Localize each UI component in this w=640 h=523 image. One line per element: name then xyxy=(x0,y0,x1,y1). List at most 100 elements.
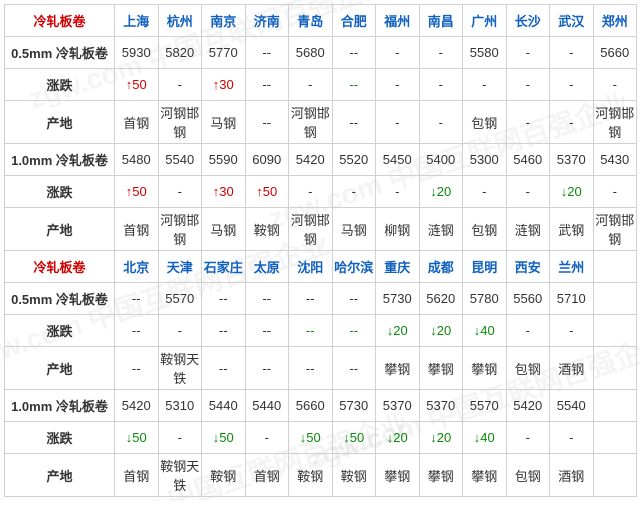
value-cell: 5540 xyxy=(158,144,202,176)
value-cell: -- xyxy=(245,101,289,144)
change-cell: ↓20 xyxy=(550,176,594,208)
value-cell: 5560 xyxy=(506,283,550,315)
city-header: 哈尔滨 xyxy=(332,251,376,283)
change-cell: - xyxy=(158,69,202,101)
value-cell: 鞍钢 xyxy=(202,454,246,497)
row-label: 产地 xyxy=(5,454,115,497)
value-cell: 鞍钢 xyxy=(332,454,376,497)
change-cell: - xyxy=(463,176,507,208)
change-cell: ↑30 xyxy=(202,69,246,101)
change-cell: - xyxy=(506,69,550,101)
change-cell xyxy=(593,315,637,347)
value-cell: 攀钢 xyxy=(419,347,463,390)
value-cell: 5780 xyxy=(463,283,507,315)
value-cell: 5400 xyxy=(419,144,463,176)
change-cell: ↑50 xyxy=(245,176,289,208)
value-cell: 鞍钢天铁 xyxy=(158,347,202,390)
value-cell: 马钢 xyxy=(332,208,376,251)
value-cell: 5660 xyxy=(593,37,637,69)
city-header: 合肥 xyxy=(332,5,376,37)
city-header: 青岛 xyxy=(289,5,333,37)
change-cell: -- xyxy=(289,315,333,347)
value-cell: 5420 xyxy=(506,390,550,422)
value-cell: 包钢 xyxy=(506,454,550,497)
value-cell: 5370 xyxy=(550,144,594,176)
value-cell: -- xyxy=(202,283,246,315)
row-label: 产地 xyxy=(5,101,115,144)
value-cell: 5370 xyxy=(419,390,463,422)
change-cell: ↓20 xyxy=(419,422,463,454)
city-header: 昆明 xyxy=(463,251,507,283)
value-cell: -- xyxy=(289,283,333,315)
change-cell: -- xyxy=(245,69,289,101)
change-cell: ↓20 xyxy=(376,315,420,347)
change-cell: ↑50 xyxy=(115,69,159,101)
city-header: 郑州 xyxy=(593,5,637,37)
city-header: 广州 xyxy=(463,5,507,37)
value-cell: -- xyxy=(245,283,289,315)
change-cell: - xyxy=(550,315,594,347)
value-cell: 河钢邯钢 xyxy=(289,208,333,251)
value-cell: 5460 xyxy=(506,144,550,176)
value-cell xyxy=(593,347,637,390)
value-cell: -- xyxy=(332,101,376,144)
value-cell: 首钢 xyxy=(115,208,159,251)
change-cell: - xyxy=(506,176,550,208)
value-cell: - xyxy=(376,37,420,69)
value-cell: 河钢邯钢 xyxy=(158,101,202,144)
city-header: 成都 xyxy=(419,251,463,283)
row-label: 1.0mm 冷轧板卷 xyxy=(5,144,115,176)
value-cell: 酒钢 xyxy=(550,454,594,497)
value-cell: 涟钢 xyxy=(506,208,550,251)
value-cell: 河钢邯钢 xyxy=(158,208,202,251)
city-header: 北京 xyxy=(115,251,159,283)
value-cell: 5770 xyxy=(202,37,246,69)
change-cell: ↓20 xyxy=(376,422,420,454)
value-cell: -- xyxy=(332,347,376,390)
value-cell: 首钢 xyxy=(115,454,159,497)
section-header-label: 冷轧板卷 xyxy=(5,5,115,37)
value-cell: 6090 xyxy=(245,144,289,176)
city-header: 兰州 xyxy=(550,251,594,283)
value-cell: 5450 xyxy=(376,144,420,176)
row-label: 涨跌 xyxy=(5,69,115,101)
value-cell: 5930 xyxy=(115,37,159,69)
city-header: 长沙 xyxy=(506,5,550,37)
row-label: 产地 xyxy=(5,347,115,390)
row-label: 0.5mm 冷轧板卷 xyxy=(5,37,115,69)
row-label: 涨跌 xyxy=(5,315,115,347)
change-cell: - xyxy=(289,69,333,101)
change-cell: - xyxy=(332,176,376,208)
city-header: 武汉 xyxy=(550,5,594,37)
city-header: 南京 xyxy=(202,5,246,37)
value-cell: 5540 xyxy=(550,390,594,422)
change-cell: -- xyxy=(245,315,289,347)
change-cell: ↓50 xyxy=(289,422,333,454)
value-cell xyxy=(593,454,637,497)
value-cell: 5440 xyxy=(245,390,289,422)
value-cell: 攀钢 xyxy=(463,454,507,497)
change-cell: ↓20 xyxy=(419,315,463,347)
city-header: 石家庄 xyxy=(202,251,246,283)
change-cell: -- xyxy=(332,315,376,347)
value-cell: -- xyxy=(245,347,289,390)
price-table: 冷轧板卷上海杭州南京济南青岛合肥福州南昌广州长沙武汉郑州0.5mm 冷轧板卷59… xyxy=(4,4,637,497)
change-cell: - xyxy=(158,422,202,454)
value-cell: - xyxy=(550,37,594,69)
city-header: 西安 xyxy=(506,251,550,283)
value-cell: -- xyxy=(332,283,376,315)
value-cell: 鞍钢 xyxy=(245,208,289,251)
value-cell: 马钢 xyxy=(202,208,246,251)
value-cell: 河钢邯钢 xyxy=(593,101,637,144)
change-cell: ↓50 xyxy=(115,422,159,454)
change-cell: - xyxy=(593,69,637,101)
value-cell: 首钢 xyxy=(115,101,159,144)
row-label: 涨跌 xyxy=(5,422,115,454)
value-cell: 鞍钢天铁 xyxy=(158,454,202,497)
value-cell: -- xyxy=(332,37,376,69)
value-cell: - xyxy=(550,101,594,144)
value-cell: -- xyxy=(202,347,246,390)
city-header: 沈阳 xyxy=(289,251,333,283)
value-cell: 5370 xyxy=(376,390,420,422)
value-cell: - xyxy=(419,101,463,144)
